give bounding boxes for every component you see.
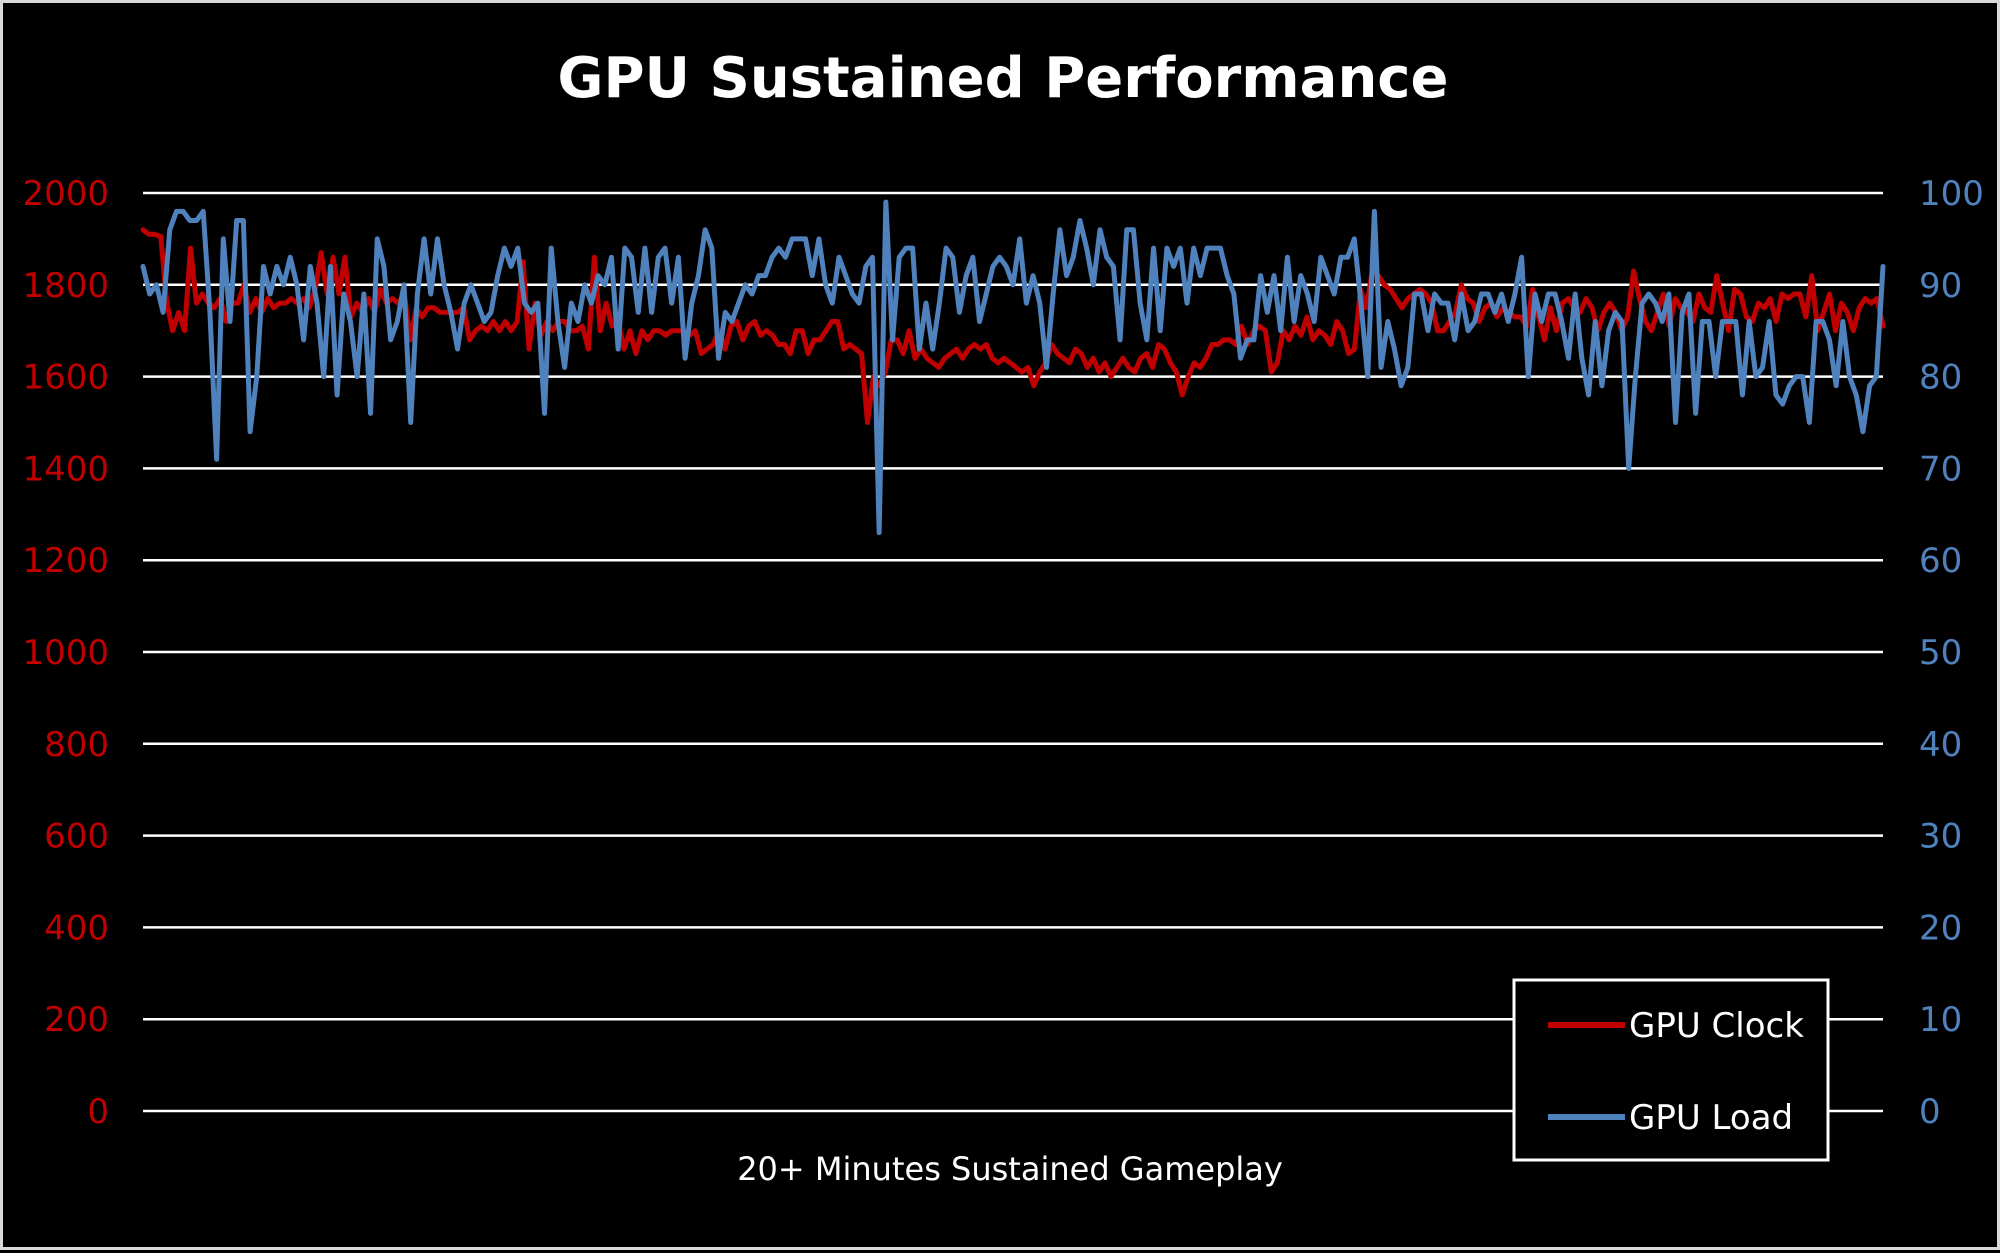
series-lines: [140, 199, 1886, 536]
left-axis-tick-labels: 0 200 400 600 800 1000 1200 1400 1600 1800 2000: [22, 174, 109, 1132]
left-tick-label: 1800: [22, 266, 109, 306]
left-tick-label: 800: [44, 725, 109, 765]
left-tick-label: 1600: [22, 358, 109, 398]
right-tick-label: 60: [1919, 541, 1962, 581]
left-tick-label: 200: [44, 1000, 109, 1040]
right-tick-label: 90: [1919, 266, 1962, 306]
legend-label-gpu-load: GPU Load: [1629, 1098, 1793, 1138]
right-tick-label: 40: [1919, 725, 1962, 765]
left-tick-label: 2000: [22, 174, 109, 214]
right-tick-label: 70: [1919, 449, 1962, 489]
right-tick-label: 80: [1919, 358, 1962, 398]
series-line-gpu-load: [140, 199, 1886, 536]
left-tick-label: 400: [44, 908, 109, 948]
left-tick-label: 0: [87, 1092, 109, 1132]
left-tick-label: 1200: [22, 541, 109, 581]
right-tick-label: 0: [1919, 1092, 1941, 1132]
series-line-gpu-clock: [140, 227, 1886, 425]
right-tick-label: 100: [1919, 174, 1984, 214]
legend-label-gpu-clock: GPU Clock: [1629, 1006, 1804, 1046]
right-tick-label: 20: [1919, 908, 1962, 948]
left-tick-label: 600: [44, 817, 109, 857]
left-tick-label: 1000: [22, 633, 109, 673]
line-chart: GPU Sustained Performance 02004006008001…: [22, 46, 1984, 1188]
x-axis-label: 20+ Minutes Sustained Gameplay: [737, 1150, 1283, 1188]
chart-title: GPU Sustained Performance: [558, 46, 1449, 111]
legend-box: [1512, 978, 1830, 1162]
right-tick-label: 50: [1919, 633, 1962, 673]
left-tick-label: 1400: [22, 449, 109, 489]
gridlines: [143, 191, 1883, 1113]
legend: GPU Clock GPU Load: [1512, 978, 1830, 1162]
right-axis-tick-labels: 0 10 20 30 40 50 60 70 80 90 100: [1919, 174, 1984, 1132]
right-tick-label: 30: [1919, 817, 1962, 857]
right-tick-label: 10: [1919, 1000, 1962, 1040]
